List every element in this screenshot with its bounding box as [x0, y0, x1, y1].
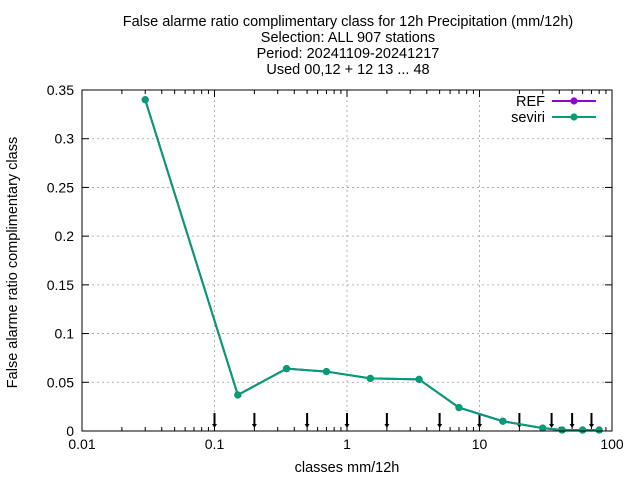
y-axis-label: False alarme ratio complimentary class — [5, 137, 21, 388]
series-point-seviri — [539, 424, 547, 432]
series-point-seviri — [579, 426, 587, 434]
series-point-seviri — [415, 375, 423, 383]
threshold-marker-head — [549, 424, 555, 428]
x-tick-label: 1 — [343, 436, 351, 452]
series-point-seviri — [558, 426, 566, 434]
title-line-2: Selection: ALL 907 stations — [261, 30, 435, 46]
title-line-4: Used 00,12 + 12 13 ... 48 — [266, 62, 429, 78]
legend-label-seviri: seviri — [511, 110, 545, 126]
x-tick-label: 100 — [600, 436, 624, 452]
y-tick-label: 0.2 — [55, 228, 75, 244]
x-tick-label: 10 — [472, 436, 488, 452]
x-tick-label: 0.1 — [205, 436, 225, 452]
y-tick-label: 0.3 — [55, 131, 75, 147]
chart-title: False alarme ratio complimentary class f… — [123, 14, 573, 78]
y-tick-label: 0.35 — [47, 82, 74, 98]
threshold-markers — [212, 413, 594, 428]
legend-marker-REF — [570, 97, 578, 105]
series-point-seviri — [455, 404, 463, 412]
axis-ticks: 0 0.05 0.1 0.15 0.2 0.25 0.3 0.35 0.01 0.1 1 10 100 — [47, 82, 624, 452]
y-tick-label: 0.15 — [47, 277, 74, 293]
series-point-seviri — [234, 391, 242, 399]
threshold-marker-head — [437, 424, 443, 428]
y-tick-label: 0 — [66, 423, 74, 439]
series-group — [141, 96, 603, 434]
x-axis-label: classes mm/12h — [295, 460, 400, 476]
threshold-marker-head — [304, 424, 310, 428]
series-point-seviri — [595, 426, 603, 434]
y-tick-label: 0.25 — [47, 179, 74, 195]
threshold-marker-head — [569, 424, 575, 428]
series-point-seviri — [366, 374, 374, 382]
threshold-marker-head — [344, 424, 350, 428]
title-line-1: False alarme ratio complimentary class f… — [123, 14, 573, 30]
plot-frame — [81, 89, 613, 432]
threshold-marker-head — [384, 424, 390, 428]
series-point-seviri — [282, 365, 291, 373]
threshold-marker-head — [477, 424, 482, 428]
legend-label-REF: REF — [516, 94, 545, 110]
threshold-marker-head — [212, 424, 217, 428]
threshold-marker-head — [251, 424, 257, 428]
series-point-seviri — [141, 96, 149, 104]
grid — [82, 90, 612, 431]
title-line-3: Period: 20241109-20241217 — [257, 46, 440, 62]
series-point-seviri — [499, 417, 507, 425]
y-tick-label: 0.05 — [47, 374, 74, 390]
threshold-marker-head — [588, 424, 594, 428]
y-tick-label: 0.1 — [55, 326, 75, 342]
legend-marker-seviri — [570, 113, 578, 121]
x-tick-label: 0.01 — [68, 436, 95, 452]
series-point-seviri — [322, 367, 331, 376]
